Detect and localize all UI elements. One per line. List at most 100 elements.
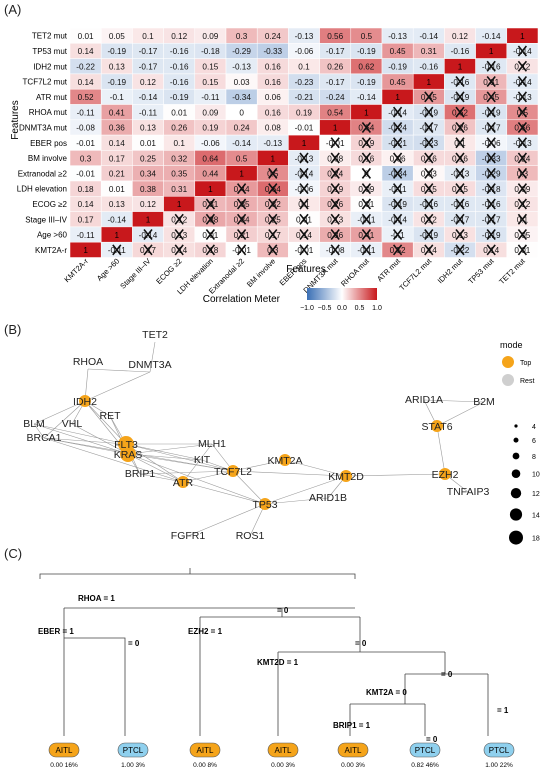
heatmap-cell-value: 1	[83, 246, 88, 255]
insignificant-cross-icon	[205, 198, 216, 210]
heatmap-cell-value: 0.1	[142, 32, 154, 41]
tree-split-label: KMT2A = 0	[366, 688, 407, 697]
insignificant-cross-icon	[236, 244, 247, 256]
heatmap-cell-value: 0.26	[171, 124, 187, 133]
heatmap-cell-value: 0.34	[140, 170, 156, 179]
insignificant-cross-icon	[455, 213, 465, 225]
insignificant-cross-icon	[486, 213, 496, 225]
network-edge	[43, 400, 86, 439]
network-edge	[345, 473, 446, 477]
heatmap-cell-value: 0.38	[140, 185, 156, 194]
network-edge	[125, 443, 184, 483]
network-node-top	[259, 498, 271, 510]
heatmap-cell-value: 0.1	[174, 139, 186, 148]
tree-leaf-label: PTCL	[415, 746, 436, 755]
size-legend-dot	[513, 437, 519, 443]
tree-split-label: = 1	[497, 706, 509, 715]
network-node-label: BLM	[23, 418, 45, 430]
tree-leaf-label: AITL	[345, 746, 362, 755]
tree-leaf-stats: 0.00 8%	[193, 762, 217, 769]
heatmap-cell-value: 0.19	[202, 124, 218, 133]
heatmap-cell-value: 0.14	[109, 139, 125, 148]
tree-leaf-label: PTCL	[123, 746, 144, 755]
insignificant-cross-icon	[517, 152, 528, 164]
heatmap-cell-value: -0.14	[232, 139, 251, 148]
insignificant-cross-icon	[112, 244, 122, 256]
heatmap-cell-value: 1	[302, 139, 307, 148]
insignificant-cross-icon	[517, 121, 528, 133]
tree-leaf-label: PTCL	[489, 746, 510, 755]
heatmap-cell-value: -0.16	[419, 62, 438, 71]
heatmap-cell-value: 1	[458, 62, 463, 71]
size-legend-label: 10	[532, 472, 540, 479]
insignificant-cross-icon	[392, 229, 403, 241]
heatmap-cell-value: 0.15	[202, 62, 218, 71]
network-node-label: RET	[100, 410, 122, 422]
heatmap-cell-value: -0.21	[295, 93, 314, 102]
heatmap-row-label: LDH elevation	[17, 185, 67, 194]
tree-leaf-stats: 1.00 3%	[121, 762, 145, 769]
insignificant-cross-icon	[299, 167, 309, 179]
insignificant-cross-icon	[517, 137, 528, 149]
insignificant-cross-icon	[517, 91, 528, 103]
heatmap-cell-value: -0.11	[77, 231, 95, 240]
tree-split-label: = 0	[128, 639, 140, 648]
network-edge	[127, 453, 184, 483]
network-node-label: B2M	[473, 396, 495, 408]
network-edge	[423, 399, 485, 403]
heatmap-cell-value: 1	[208, 185, 213, 194]
insignificant-cross-icon	[455, 152, 465, 164]
heatmap-row-label: ATR mut	[36, 93, 68, 102]
heatmap-cell-value: 0.16	[265, 108, 281, 117]
heatmap-cell-value: -0.14	[419, 32, 438, 41]
heatmap-cell-value: 0.01	[140, 139, 156, 148]
mode-legend-label: Top	[520, 360, 531, 367]
network-node-label: STAT6	[421, 421, 452, 433]
insignificant-cross-icon	[424, 183, 434, 195]
insignificant-cross-icon	[361, 198, 372, 210]
heatmap-cell-value: 0.09	[202, 32, 218, 41]
insignificant-cross-icon	[424, 229, 434, 241]
network-node-label: DNMT3A	[128, 359, 171, 371]
heatmap-cell-value: 0.17	[109, 154, 125, 163]
heatmap-row-label: BM involve	[28, 154, 68, 163]
insignificant-cross-icon	[424, 121, 434, 133]
heatmap-cell-value: 0.16	[265, 62, 281, 71]
tree-leaf-label: AITL	[197, 746, 214, 755]
network-node-label: BRIP1	[125, 468, 156, 480]
insignificant-cross-icon	[361, 121, 372, 133]
insignificant-cross-icon	[392, 198, 403, 210]
insignificant-cross-icon	[486, 60, 496, 72]
heatmap-cell-value: 0.44	[202, 170, 218, 179]
insignificant-cross-icon	[361, 213, 372, 225]
heatmap-cell-value: -0.01	[76, 170, 95, 179]
heatmap-cell-value: -0.29	[232, 47, 251, 56]
insignificant-cross-icon	[205, 213, 216, 225]
heatmap-cell-value: 0.3	[80, 154, 92, 163]
insignificant-cross-icon	[299, 244, 309, 256]
heatmap-cell-value: 0.14	[78, 200, 94, 209]
panel-label-b: (B)	[4, 322, 22, 337]
insignificant-cross-icon	[517, 106, 528, 118]
network-node-label: KIT	[194, 454, 211, 466]
heatmap-row-label: Stage III–IV	[25, 215, 67, 224]
insignificant-cross-icon	[424, 91, 434, 103]
heatmap-row-label: KMT2A-r	[35, 246, 67, 255]
heatmap-cell-value: 0.62	[358, 62, 374, 71]
insignificant-cross-icon	[268, 167, 278, 179]
heatmap-cell-value: 0.45	[390, 78, 406, 87]
insignificant-cross-icon	[299, 183, 309, 195]
heatmap-cell-value: -0.11	[77, 108, 95, 117]
tree-leaf-stats: 0.00 16%	[50, 762, 78, 769]
heatmap-cell-value: 0.13	[109, 200, 125, 209]
insignificant-cross-icon	[424, 167, 434, 179]
heatmap-cell-value: -0.19	[357, 78, 376, 87]
legend-tick-label: 1.0	[372, 305, 382, 312]
insignificant-cross-icon	[424, 106, 434, 118]
heatmap-row-label: TP53 mut	[32, 47, 67, 56]
heatmap-cell-value: -0.11	[201, 93, 219, 102]
network-edge	[84, 400, 127, 445]
heatmap-cell-value: -0.13	[232, 62, 251, 71]
insignificant-cross-icon	[361, 244, 372, 256]
network-node-label: ARID1A	[405, 394, 443, 406]
